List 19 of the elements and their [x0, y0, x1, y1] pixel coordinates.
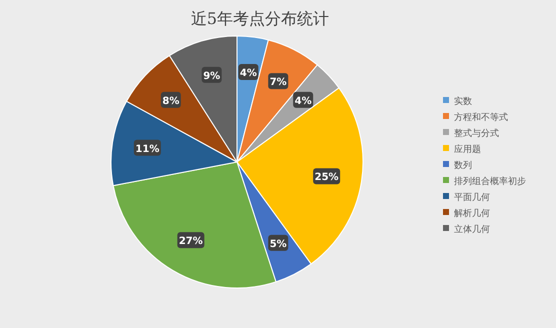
data-label: 4% — [240, 68, 257, 79]
chart-title: 近5年考点分布统计 — [190, 9, 330, 28]
data-label: 11% — [135, 144, 160, 155]
data-label: 9% — [203, 70, 220, 82]
legend-label: 解析几何 — [454, 208, 490, 219]
legend-label: 实数 — [454, 96, 472, 107]
data-label: 5% — [270, 238, 287, 250]
data-label: 4% — [294, 96, 312, 107]
legend-label: 排列组合概率初步 — [454, 176, 526, 187]
legend-label: 应用题 — [454, 144, 481, 155]
legend-label: 方程和不等式 — [454, 112, 508, 123]
data-label: 27% — [178, 236, 203, 248]
legend-label: 整式与分式 — [454, 128, 499, 139]
data-label: 7% — [270, 77, 287, 88]
legend-label: 数列 — [454, 160, 472, 171]
legend-label: 立体几何 — [454, 224, 490, 235]
data-label: 8% — [162, 96, 180, 107]
legend-label: 平面几何 — [454, 192, 490, 203]
data-label: 25% — [314, 172, 339, 184]
